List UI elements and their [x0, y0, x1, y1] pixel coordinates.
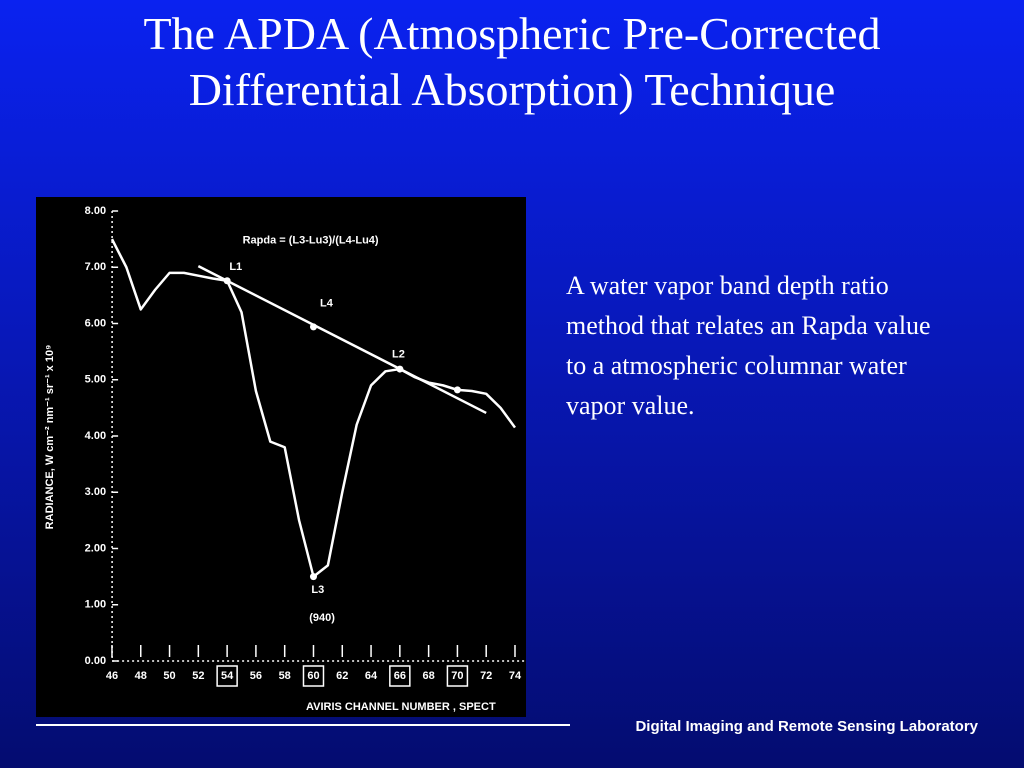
x-tick-label: 48 — [135, 670, 147, 682]
y-axis-label: RADIANCE, W cm⁻² nm⁻¹ sr⁻¹ x 10⁹ — [44, 345, 56, 530]
body-text: A water vapor band depth ratio method th… — [566, 271, 931, 420]
tick-box — [216, 665, 238, 687]
point-marker — [223, 277, 231, 285]
y-tick-label: 3.00 — [85, 486, 106, 498]
point-marker — [309, 323, 317, 331]
x-tick-label: 72 — [480, 670, 492, 682]
x-tick-label: 60 — [307, 670, 319, 682]
y-tick-label: 6.00 — [85, 317, 106, 329]
annotation: Rapda = (L3-Lu3)/(L4-Lu4) — [243, 235, 379, 247]
data-line — [197, 265, 487, 415]
point-marker — [309, 573, 317, 581]
x-tick-label: 50 — [163, 670, 175, 682]
slide-title: The APDA (Atmospheric Pre-Corrected Diff… — [143, 8, 881, 115]
x-tick-label: 58 — [279, 670, 291, 682]
x-tick-label: 62 — [336, 670, 348, 682]
x-tick-label: 64 — [365, 670, 378, 682]
y-tick-label: 5.00 — [85, 374, 106, 386]
x-axis-label: AVIRIS CHANNEL NUMBER , SPECT — [306, 701, 496, 713]
annotation: L4 — [320, 298, 334, 310]
y-tick-label: 1.00 — [85, 599, 106, 611]
point-marker — [396, 365, 404, 373]
data-line — [110, 238, 516, 578]
x-tick-label: 56 — [250, 670, 262, 682]
annotation: L1 — [229, 261, 242, 273]
y-tick-label: 4.00 — [85, 430, 106, 442]
annotation: (940) — [309, 612, 335, 624]
x-tick-label: 66 — [394, 670, 406, 682]
y-tick-label: 8.00 — [85, 205, 106, 217]
tick-box — [302, 665, 325, 687]
tick-box — [446, 665, 469, 687]
x-tick-label: 46 — [106, 670, 118, 682]
y-tick-label: 2.00 — [85, 542, 106, 554]
x-tick-label: 52 — [192, 670, 204, 682]
footer-rule — [36, 724, 570, 726]
x-tick-label: 68 — [423, 670, 435, 682]
x-tick-label: 74 — [509, 670, 522, 682]
y-tick-label: 7.00 — [85, 261, 106, 273]
chart: AVIRIS CHANNEL NUMBER , SPECT RADIANCE, … — [36, 197, 526, 717]
tick-box — [389, 665, 411, 687]
point-marker — [453, 386, 461, 394]
annotation: L2 — [392, 348, 405, 360]
x-tick-label: 54 — [221, 670, 234, 682]
y-tick-label: 0.00 — [85, 655, 106, 667]
footer: Digital Imaging and Remote Sensing Labor… — [635, 718, 978, 735]
annotation: L3 — [311, 584, 324, 596]
x-tick-label: 70 — [451, 670, 463, 682]
